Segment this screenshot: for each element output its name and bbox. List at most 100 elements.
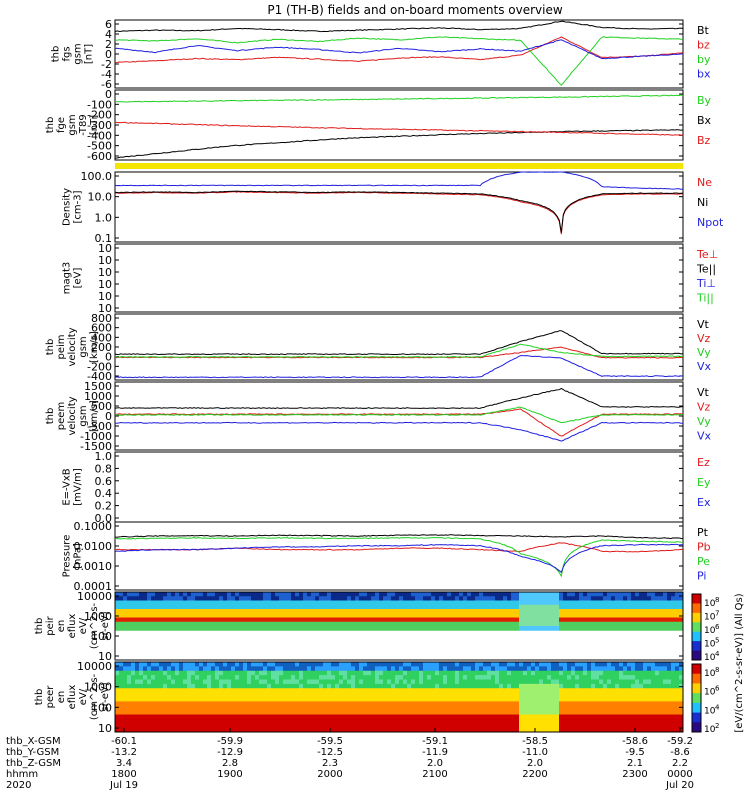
legend-Vx: Vx xyxy=(697,360,712,373)
x-value: 3.4 xyxy=(116,758,132,769)
series-Pe xyxy=(114,536,684,578)
legend-Te||: Te|| xyxy=(696,263,716,276)
legend-Ni: Ni xyxy=(697,196,708,209)
x-value: Jul 20 xyxy=(665,780,694,791)
x-value: -13.2 xyxy=(111,747,137,758)
x-value: -59.1 xyxy=(422,736,448,747)
series-group xyxy=(114,387,684,442)
series-By xyxy=(114,94,684,103)
colorbar-tick: 10 xyxy=(704,626,716,636)
legend-Pi: Pi xyxy=(697,570,706,583)
x-row-label: 2020 xyxy=(6,780,31,791)
y-axis-label: E=-VxB[mV/m] xyxy=(62,468,84,506)
legend-Vz: Vz xyxy=(697,332,711,345)
legend-Ey: Ey xyxy=(697,476,711,489)
colorbar-exponent: 4 xyxy=(715,650,720,658)
y-tick-label: -6 xyxy=(101,78,112,91)
y-axis-label: Density[cm-3] xyxy=(62,188,84,226)
x-row-label: thb_X-GSM xyxy=(6,736,61,747)
colorbar-frame xyxy=(691,663,702,733)
series-Vt xyxy=(114,330,683,356)
legend-Pb: Pb xyxy=(697,541,711,554)
x-value: -59.2 xyxy=(667,736,693,747)
series-bz xyxy=(114,36,684,64)
colorbar-exponent: 8 xyxy=(715,596,719,604)
y-tick-label: 600 xyxy=(91,322,112,335)
x-value: -11.9 xyxy=(422,747,448,758)
panel-frame xyxy=(114,243,684,313)
y-tick-label: 10 xyxy=(98,290,112,303)
y-axis-label: thbpeirenefluxeV/(cm^2-s-sr-eV) xyxy=(34,602,111,649)
y-tick-label: 0 xyxy=(105,48,112,61)
y-tick-label: 0.6 xyxy=(95,475,113,488)
legend-Vy: Vy xyxy=(697,415,711,428)
x-value: -59.5 xyxy=(317,736,343,747)
heatmap-10 xyxy=(115,662,684,733)
x-value: -60.1 xyxy=(111,736,137,747)
x-value: 2100 xyxy=(422,769,447,780)
colorbar-exponent: 6 xyxy=(715,685,720,693)
y-tick-label: 0.8 xyxy=(95,462,113,475)
y-tick-label: 1000 xyxy=(84,390,112,403)
y-tick-label: 0.2 xyxy=(95,500,113,513)
x-value: -12.9 xyxy=(217,747,243,758)
legend-bz: bz xyxy=(697,39,710,52)
x-row-label: thb_Y-GSM xyxy=(6,747,59,758)
panel-frame xyxy=(114,171,684,243)
legend-Pt: Pt xyxy=(697,526,709,539)
heatmap-9 xyxy=(115,592,684,631)
y-tick-label: 1000 xyxy=(84,610,112,623)
colorbar-exponent: 8 xyxy=(715,666,719,674)
series-Vx xyxy=(114,421,684,442)
series-Vx xyxy=(114,355,684,379)
panel-3: 100.0 10.0 1.0 0.1 Density[cm-3] Ne Ni Npot xyxy=(62,170,724,245)
x-value: -59.9 xyxy=(217,736,243,747)
x-value: -11.0 xyxy=(522,747,548,758)
y-tick-label: -100 xyxy=(87,98,112,111)
legend-Bt: Bt xyxy=(697,24,710,37)
colorbar-exponent: 2 xyxy=(715,722,719,730)
legend-Vx: Vx xyxy=(697,430,712,443)
y-axis-label: magt3[eV] xyxy=(62,262,84,295)
x-value: 1800 xyxy=(111,769,136,780)
series-Pt xyxy=(114,534,684,540)
panel-frame xyxy=(114,521,684,591)
y-tick-label: 400 xyxy=(91,331,112,344)
y-tick-label: 4 xyxy=(105,28,112,41)
x-value: -12.5 xyxy=(317,747,343,758)
x-value: 2.3 xyxy=(322,758,338,769)
y-tick-label: 0.0100 xyxy=(74,540,113,553)
colorbar-tick: 10 xyxy=(704,725,716,735)
legend-Bz: Bz xyxy=(697,134,711,147)
panel-frame xyxy=(114,591,684,661)
colorbar-exponent: 5 xyxy=(715,637,719,645)
y-tick-label: 10000 xyxy=(77,590,112,603)
y-tick-label: 200 xyxy=(91,341,112,354)
x-value: 2.2 xyxy=(672,758,688,769)
y-tick-label: 0.0001 xyxy=(74,580,113,593)
y-axis-label: thbfgsgsm[nT] xyxy=(51,43,95,64)
y-tick-label: -1000 xyxy=(80,430,112,443)
y-tick-label: -500 xyxy=(87,140,112,153)
series-Bt xyxy=(114,20,684,33)
y-tick-label: -200 xyxy=(87,109,112,122)
y-tick-label: 0 xyxy=(105,410,112,423)
series-Bz xyxy=(114,121,684,136)
y-tick-label: 10 xyxy=(98,722,112,735)
x-value: -8.6 xyxy=(670,747,690,758)
panel-frame xyxy=(114,451,684,523)
panel-8: 0.1000 0.0100 0.0010 0.0001 Pressure[nPa] Pt P… xyxy=(62,520,711,593)
legend-Vt: Vt xyxy=(697,386,710,399)
y-axis-label: thbpeemvelocitygsm[km/s] xyxy=(45,396,100,435)
x-row-label: hhmm xyxy=(6,769,38,780)
y-tick-label: 1.0 xyxy=(95,450,113,463)
y-tick-label: 10000 xyxy=(77,660,112,673)
colorbar-tick: 10 xyxy=(704,688,716,698)
x-value: 2300 xyxy=(622,769,647,780)
series-group xyxy=(114,330,684,379)
y-tick-label: -200 xyxy=(87,360,112,373)
y-tick-label: 0.1 xyxy=(95,232,113,245)
legend-Pe: Pe xyxy=(697,555,710,568)
